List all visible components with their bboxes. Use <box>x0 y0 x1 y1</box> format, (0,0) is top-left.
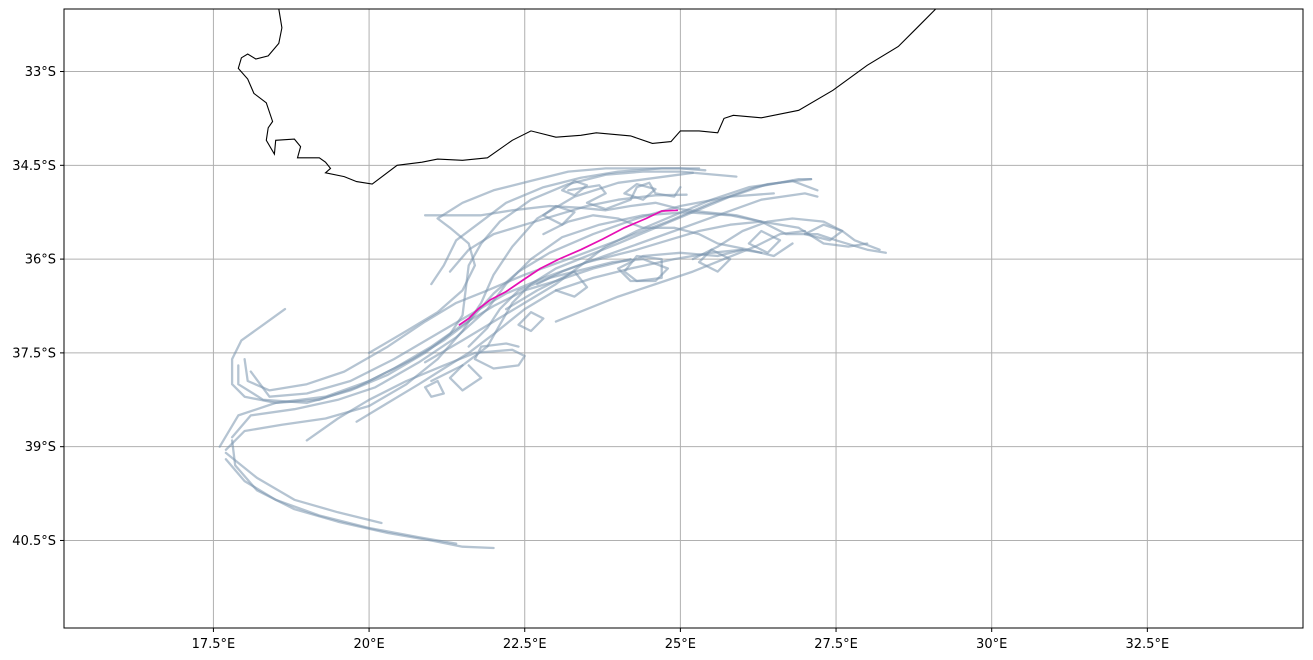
drifter-trajectory <box>517 311 545 333</box>
drifter-trajectory <box>623 182 657 201</box>
drifter-trajectory <box>423 201 887 254</box>
x-tick-label: 30°E <box>976 637 1007 652</box>
drifter-trajectory <box>567 181 682 211</box>
y-tick-label: 40.5°S <box>12 534 56 549</box>
trajectories-layer <box>218 167 887 550</box>
drifter-trajectory <box>305 342 526 442</box>
drifter-trajectory <box>230 439 495 550</box>
drifter-trajectory <box>803 223 844 242</box>
drifter-trajectory <box>542 214 794 258</box>
drifter-trajectory <box>423 379 445 398</box>
drifter-trajectory <box>536 220 869 286</box>
x-tick-labels: 17.5°E 20°E 22.5°E 25°E 27.5°E 30°E 32.5°E <box>192 628 1170 652</box>
x-tick-label: 17.5°E <box>192 637 236 652</box>
highlight-track-layer <box>458 209 679 326</box>
drifter-trajectory <box>542 204 576 226</box>
drifter-trajectory <box>423 179 819 364</box>
drifter-trajectory <box>747 229 782 254</box>
y-tick-label: 34.5°S <box>12 159 56 174</box>
x-tick-label: 20°E <box>353 637 384 652</box>
drifter-trajectory <box>367 167 707 355</box>
gridlines <box>64 9 1303 628</box>
x-tick-label: 32.5°E <box>1126 637 1170 652</box>
map-frame <box>63 8 1304 629</box>
drifter-trajectory <box>448 193 688 273</box>
drifter-trajectory <box>623 254 663 283</box>
drifter-trajectory <box>224 458 458 545</box>
drifter-trajectory <box>230 257 632 405</box>
drifter-trajectory <box>224 451 383 525</box>
y-tick-label: 39°S <box>25 440 56 455</box>
y-tick-label: 36°S <box>25 253 56 268</box>
y-tick-label: 37.5°S <box>12 346 56 361</box>
drifter-trajectory <box>554 229 807 323</box>
x-tick-label: 22.5°E <box>503 637 547 652</box>
coastline-layer <box>237 8 937 185</box>
drifter-trajectory <box>249 192 819 398</box>
drifter-trajectory <box>560 179 589 197</box>
drifter-trajectory <box>697 248 732 273</box>
drifter-trajectory <box>467 270 589 348</box>
y-tick-label: 33°S <box>25 65 56 80</box>
drifter-trajectory <box>430 167 701 286</box>
drifter-trajectory <box>230 211 763 439</box>
highlighted-trajectory <box>458 209 679 326</box>
coastline <box>237 8 937 185</box>
drifter-trajectory <box>691 217 881 261</box>
x-tick-label: 25°E <box>665 637 696 652</box>
drifter-trajectory <box>430 177 813 383</box>
drifter-trajectory <box>448 364 483 392</box>
y-tick-labels: 33°S 34.5°S 36°S 37.5°S 39°S 40.5°S <box>12 65 64 549</box>
x-tick-label: 27.5°E <box>814 637 858 652</box>
